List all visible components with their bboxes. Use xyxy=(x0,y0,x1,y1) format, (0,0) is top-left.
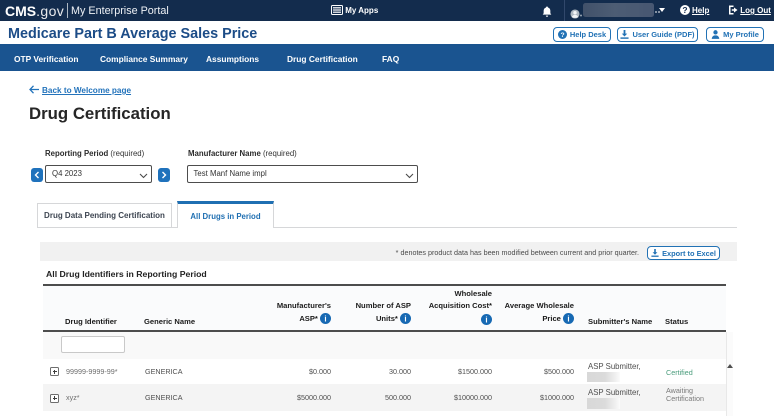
svg-text:?: ? xyxy=(682,5,687,15)
svg-text:i: i xyxy=(485,315,487,324)
svg-text:?: ? xyxy=(560,32,564,39)
svg-text:i: i xyxy=(324,314,326,323)
svg-text:i: i xyxy=(567,314,569,323)
svg-text:i: i xyxy=(404,314,406,323)
